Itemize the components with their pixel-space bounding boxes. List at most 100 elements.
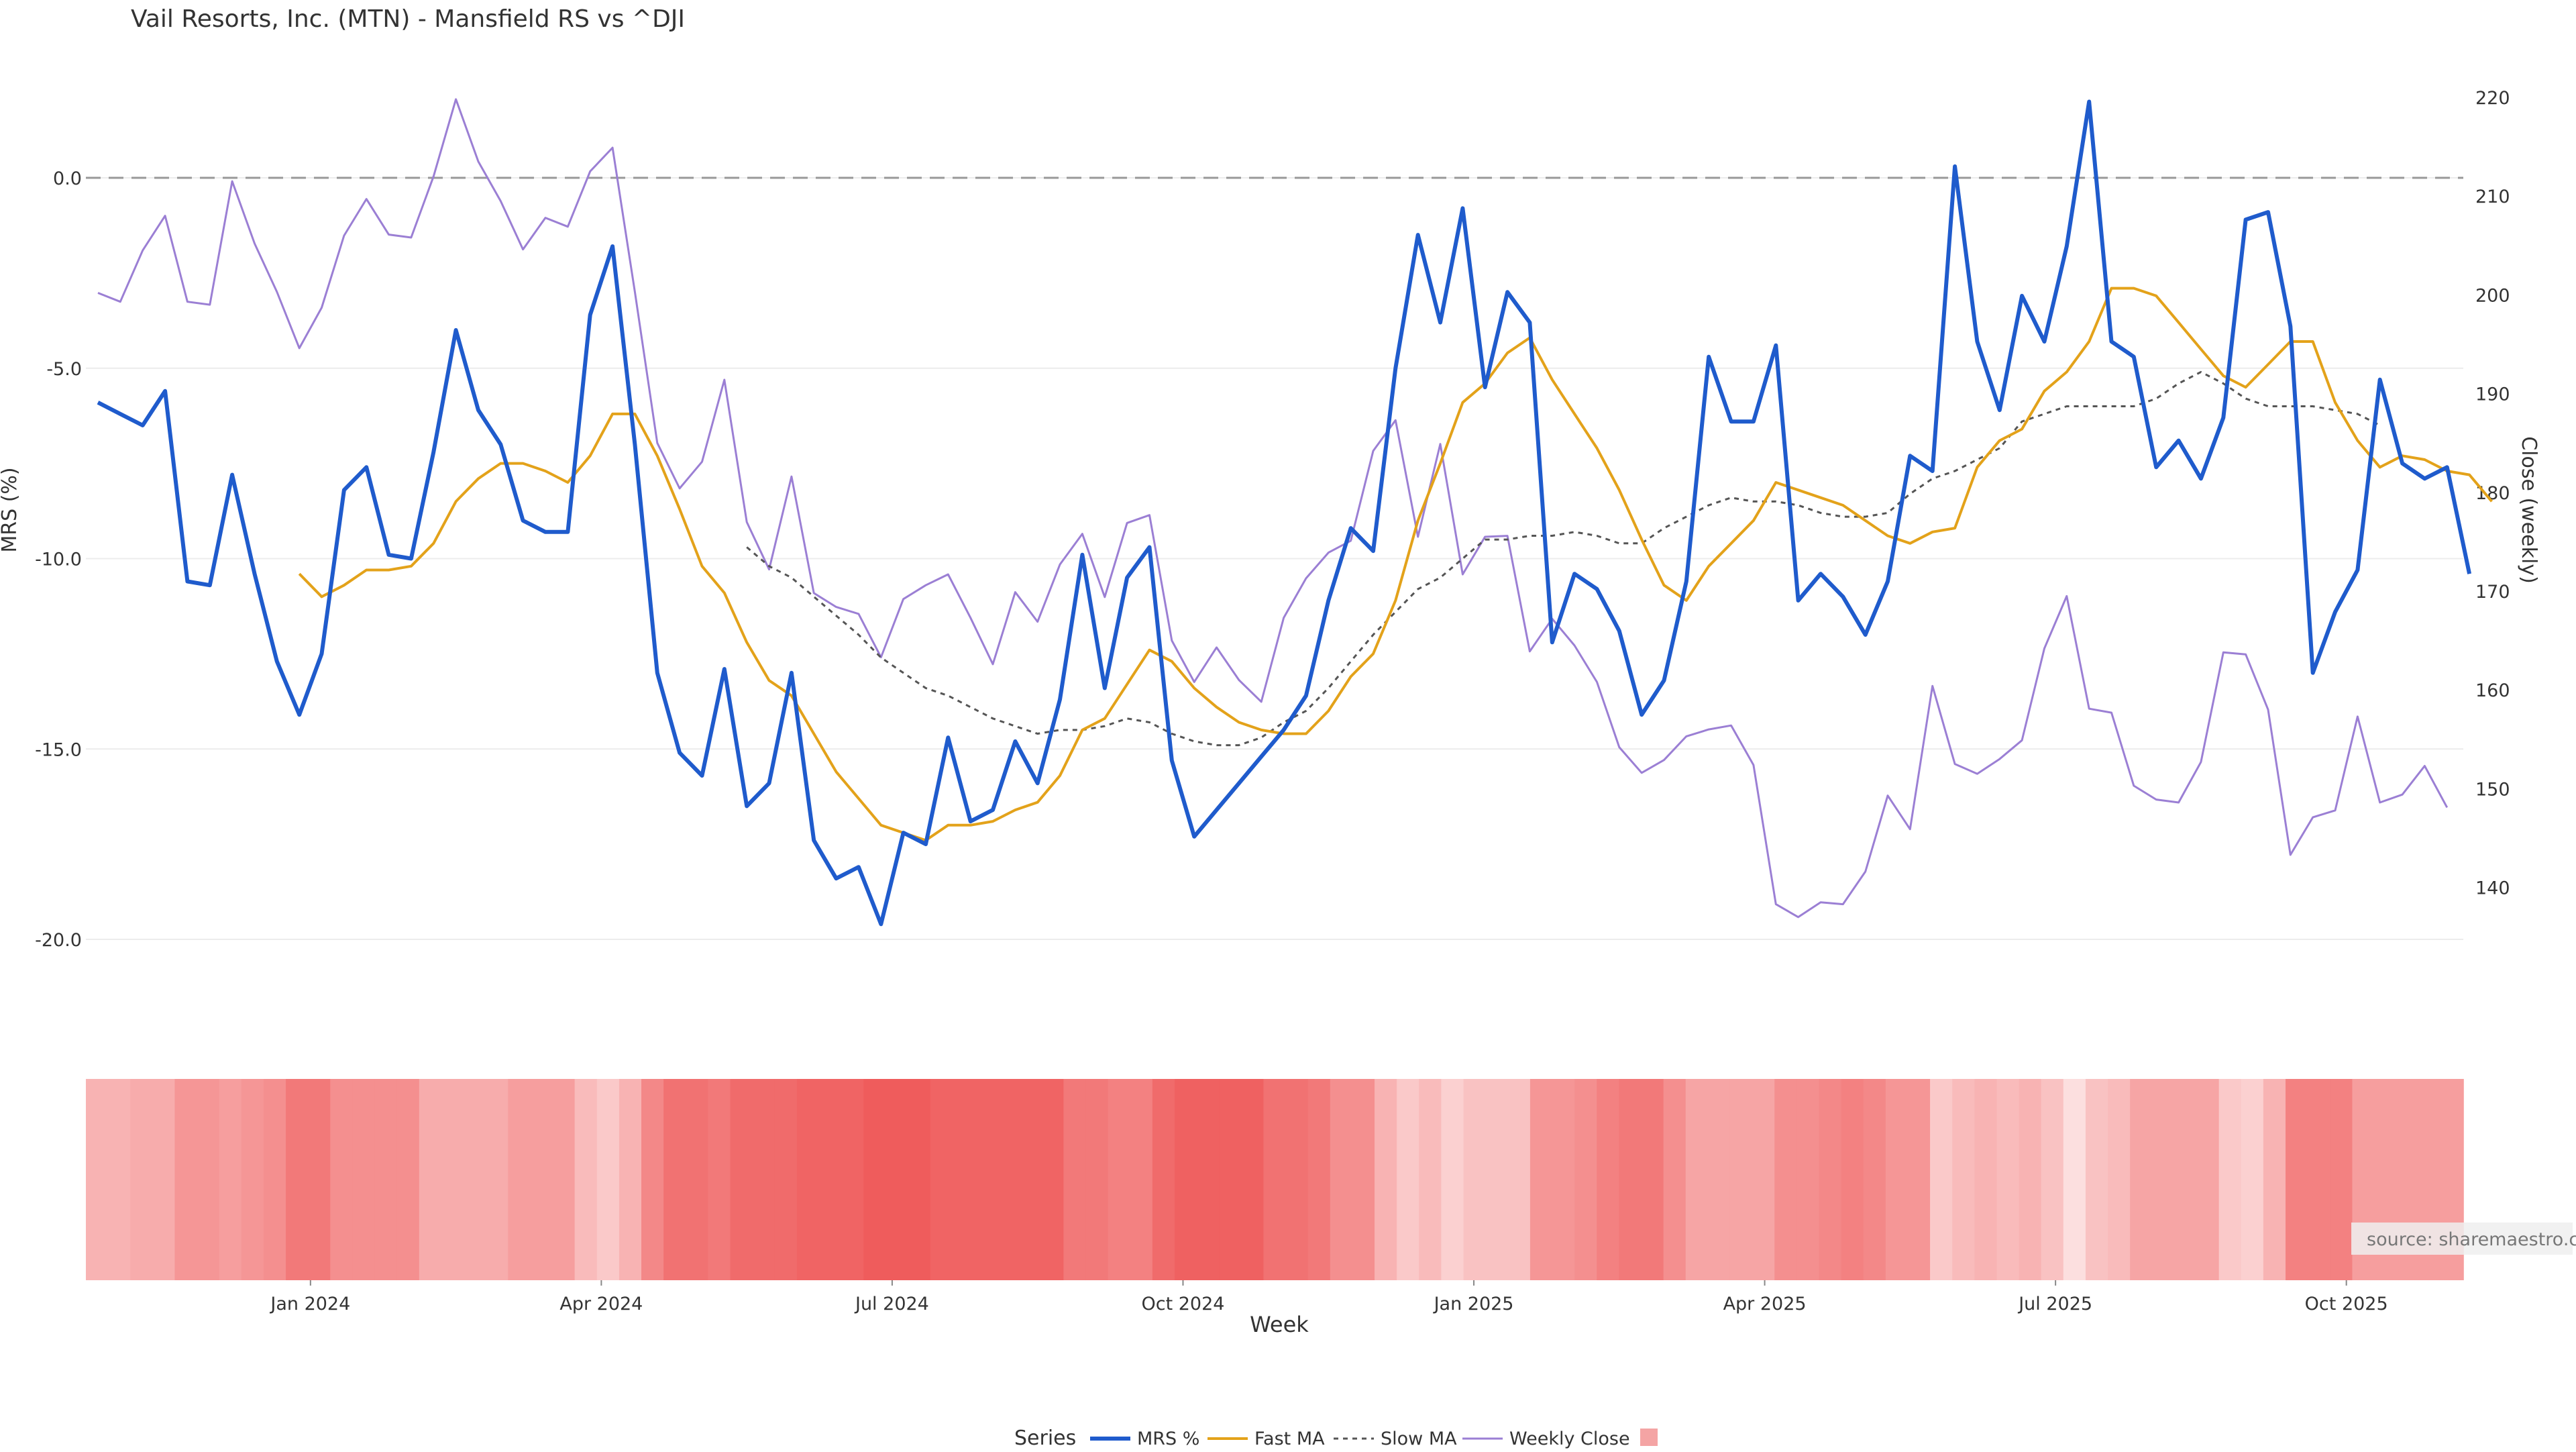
heatmap-cell <box>1330 1079 1353 1280</box>
chart-title: Vail Resorts, Inc. (MTN) - Mansfield RS … <box>131 5 685 33</box>
heatmap-cell <box>1485 1079 1509 1280</box>
left-tick-label: -20.0 <box>35 930 82 951</box>
right-tick-label: 140 <box>2475 878 2510 899</box>
y-axis-label-left: MRS (%) <box>0 467 21 552</box>
x-tick-label: Jul 2024 <box>854 1294 929 1314</box>
heatmap-cell <box>2330 1079 2353 1280</box>
heatmap-cell <box>1529 1079 1553 1280</box>
x-tick-label: Jul 2025 <box>2017 1294 2092 1314</box>
legend-label-fast: Fast MA <box>1254 1429 1325 1449</box>
heatmap-cell <box>2152 1079 2176 1280</box>
heatmap-cell <box>1241 1079 1265 1280</box>
heatmap-cell <box>930 1079 953 1280</box>
heatmap-cell <box>730 1079 753 1280</box>
heatmap-cell <box>1463 1079 1487 1280</box>
heatmap-cell <box>464 1079 486 1280</box>
heatmap-cell <box>2085 1079 2108 1280</box>
heatmap-cell <box>1796 1079 1820 1280</box>
heatmap-cell <box>1441 1079 1464 1280</box>
heatmap-cell <box>2286 1079 2308 1280</box>
heatmap-cell <box>1152 1079 1175 1280</box>
heatmap-cell <box>374 1079 398 1280</box>
series-line-mrs <box>97 99 2472 927</box>
heatmap-cell <box>1974 1079 1998 1280</box>
heatmap-cell <box>86 1079 109 1280</box>
heatmap-cell <box>219 1079 242 1280</box>
heatmap-cell <box>1197 1079 1220 1280</box>
heatmap-cell <box>1085 1079 1109 1280</box>
right-tick-label: 180 <box>2475 483 2510 504</box>
left-tick-label: -5.0 <box>46 359 82 380</box>
y-axis-label-right: Close (weekly) <box>2517 436 2540 584</box>
heatmap-cell <box>1597 1079 1620 1280</box>
heatmap-cell <box>2041 1079 2064 1280</box>
heatmap-cell <box>1685 1079 1709 1280</box>
heatmap-cell <box>1774 1079 1798 1280</box>
heatmap-cell <box>2196 1079 2220 1280</box>
heatmap-cell <box>1907 1079 1931 1280</box>
heatmap-cell <box>1819 1079 1842 1280</box>
heatmap-cell <box>197 1079 220 1280</box>
heatmap-cell <box>419 1079 442 1280</box>
heatmap-cell <box>1619 1079 1642 1280</box>
left-tick-label: 0.0 <box>53 168 82 189</box>
x-tick-label: Apr 2025 <box>1723 1294 1807 1314</box>
heatmap-cell <box>1375 1079 1397 1280</box>
heatmap-cell <box>130 1079 154 1280</box>
heatmap-cell <box>952 1079 975 1280</box>
heatmap-cell <box>1996 1079 2020 1280</box>
heatmap-cell <box>841 1079 865 1280</box>
heatmap-cell <box>1574 1079 1598 1280</box>
heatmap-cell <box>308 1079 331 1280</box>
heatmap-strip <box>86 1079 2464 1280</box>
heatmap-cell <box>2241 1079 2264 1280</box>
heatmap-cell <box>1729 1079 1753 1280</box>
heatmap-cell <box>752 1079 775 1280</box>
left-y-axis: 0.0 -5.0 -10.0 -15.0 -20.0 <box>35 168 82 951</box>
left-tick-label: -10.0 <box>35 550 82 570</box>
x-tick-label: Jan 2024 <box>269 1294 350 1314</box>
heatmap-cell <box>152 1079 176 1280</box>
heatmap-cell <box>2108 1079 2131 1280</box>
heatmap-cell <box>1285 1079 1309 1280</box>
right-y-axis: 220 210 200 190 180 170 160 150 140 <box>2475 88 2510 899</box>
right-tick-label: 150 <box>2475 779 2510 800</box>
heatmap-cell <box>1263 1079 1287 1280</box>
heatmap-cell <box>441 1079 464 1280</box>
series-lines <box>97 98 2493 927</box>
legend: Series MRS % Fast MA Slow MA Weekly Close <box>1014 1427 1658 1450</box>
heatmap-cell <box>596 1079 620 1280</box>
heatmap-cell <box>396 1079 420 1280</box>
heatmap-cell <box>641 1079 664 1280</box>
heatmap-cell <box>1952 1079 1976 1280</box>
heatmap-cell <box>619 1079 642 1280</box>
heatmap-cell <box>663 1079 687 1280</box>
x-tick-label: Oct 2025 <box>2305 1294 2388 1314</box>
heatmap-cell <box>1752 1079 1776 1280</box>
heatmap-cell <box>2218 1079 2242 1280</box>
series-line-fast <box>298 287 2493 842</box>
heatmap-cell <box>1707 1079 1731 1280</box>
right-tick-label: 170 <box>2475 582 2510 603</box>
heatmap-cell <box>352 1079 376 1280</box>
heatmap-cell <box>552 1079 576 1280</box>
heatmap-cell <box>574 1079 598 1280</box>
legend-swatch-heatmap <box>1640 1429 1658 1446</box>
heatmap-cell <box>908 1079 931 1280</box>
heatmap-cell <box>1352 1079 1375 1280</box>
heatmap-cell <box>974 1079 998 1280</box>
x-tick-label: Jan 2025 <box>1433 1294 1514 1314</box>
heatmap-cell <box>708 1079 731 1280</box>
heatmap-cell <box>263 1079 286 1280</box>
heatmap-cell <box>1552 1079 1575 1280</box>
heatmap-cell <box>1930 1079 1953 1280</box>
x-tick-label: Oct 2024 <box>1141 1294 1224 1314</box>
heatmap-cell <box>1885 1079 1909 1280</box>
series-line-close <box>97 98 2449 919</box>
heatmap-cell <box>1063 1079 1087 1280</box>
grid-lines <box>86 177 2463 940</box>
heatmap-cell <box>174 1079 198 1280</box>
right-tick-label: 210 <box>2475 187 2510 207</box>
